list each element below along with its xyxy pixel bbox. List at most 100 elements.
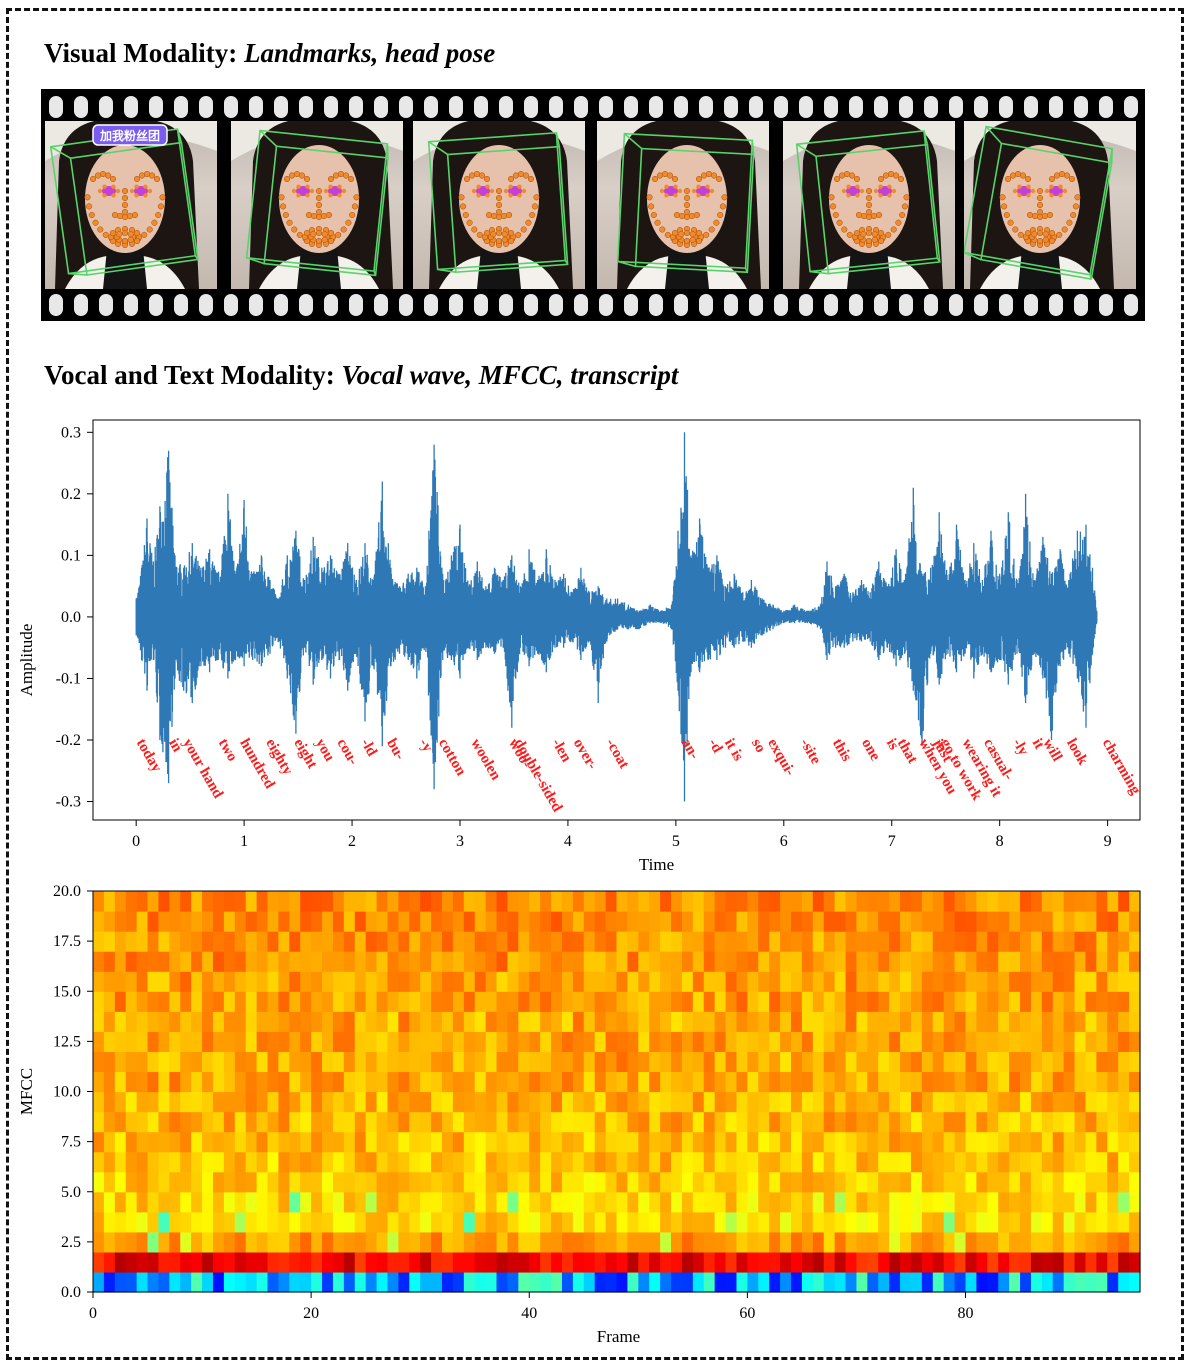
heatmap-cell bbox=[736, 1031, 748, 1052]
sprocket-hole bbox=[874, 294, 888, 316]
heatmap-cell bbox=[442, 971, 454, 992]
heatmap-cell bbox=[1107, 931, 1119, 952]
heatmap-cell bbox=[954, 1231, 967, 1253]
heatmap-cell bbox=[583, 1071, 596, 1093]
heatmap-cell bbox=[365, 1051, 378, 1073]
heatmap-cell bbox=[202, 1231, 214, 1253]
video-frame bbox=[413, 121, 585, 289]
heatmap-cell bbox=[398, 891, 410, 912]
heatmap-cell bbox=[311, 971, 323, 992]
heatmap-cell bbox=[354, 1011, 367, 1032]
x-tick-label: 80 bbox=[958, 1305, 974, 1322]
heatmap-cell bbox=[671, 951, 683, 972]
y-tick-label: -0.1 bbox=[56, 670, 81, 687]
heatmap-cell bbox=[245, 1031, 258, 1052]
heatmap-cell bbox=[507, 1211, 519, 1233]
landmark-point bbox=[462, 211, 469, 219]
heatmap-cell bbox=[692, 911, 705, 932]
heatmap-cell bbox=[605, 1231, 618, 1253]
heatmap-cell bbox=[540, 1051, 552, 1073]
heatmap-cell bbox=[1107, 1211, 1119, 1233]
heatmap-cell bbox=[583, 1111, 596, 1133]
heatmap-cell bbox=[1074, 951, 1087, 972]
transcript-word: this bbox=[829, 736, 855, 764]
landmark-point bbox=[719, 203, 726, 210]
heatmap-cell bbox=[474, 1071, 487, 1093]
heatmap-cell bbox=[703, 1151, 716, 1173]
heatmap-cell bbox=[856, 951, 868, 972]
heatmap-cell bbox=[485, 1211, 498, 1233]
heatmap-cell bbox=[409, 951, 421, 972]
heatmap-cell bbox=[1129, 1191, 1141, 1213]
heatmap-cell bbox=[834, 1151, 847, 1173]
heatmap-cell bbox=[801, 1191, 814, 1213]
heatmap-cell bbox=[485, 911, 498, 932]
heatmap-cell bbox=[1052, 1051, 1065, 1073]
heatmap-cell bbox=[409, 1091, 421, 1113]
heatmap-cell bbox=[431, 1191, 443, 1213]
heatmap-cell bbox=[158, 1031, 170, 1052]
heatmap-cell bbox=[463, 911, 476, 932]
heatmap-cell bbox=[965, 1211, 978, 1233]
heatmap-cell bbox=[998, 1271, 1010, 1293]
heatmap-cell bbox=[398, 1251, 410, 1273]
heatmap-cell bbox=[103, 1271, 116, 1293]
heatmap-cell bbox=[1041, 1271, 1054, 1293]
transcript-word: exqui- bbox=[764, 736, 798, 779]
heatmap-cell bbox=[365, 911, 378, 932]
heatmap-cell bbox=[147, 911, 160, 932]
heatmap-cell bbox=[202, 1131, 214, 1153]
heatmap-cell bbox=[431, 1251, 443, 1273]
x-tick-label: 60 bbox=[739, 1305, 755, 1322]
heatmap-cell bbox=[420, 1171, 432, 1193]
heatmap-cell bbox=[932, 891, 945, 912]
heatmap-cell bbox=[943, 931, 956, 952]
landmark-point bbox=[458, 194, 465, 201]
heatmap-cell bbox=[485, 1151, 498, 1173]
landmark-point bbox=[1026, 193, 1031, 198]
heatmap-cell bbox=[245, 1011, 258, 1032]
heatmap-cell bbox=[442, 891, 454, 912]
heatmap-cell bbox=[692, 1251, 705, 1273]
heatmap-cell bbox=[529, 931, 541, 952]
heatmap-cell bbox=[998, 911, 1010, 932]
heatmap-cell bbox=[987, 1191, 999, 1213]
sprocket-hole bbox=[1099, 294, 1113, 316]
pose-box-edge bbox=[194, 255, 199, 260]
landmark-point bbox=[337, 184, 342, 189]
heatmap-cell bbox=[245, 1191, 258, 1213]
heatmap-cell bbox=[660, 1151, 672, 1173]
landmark-point bbox=[1063, 172, 1071, 179]
heatmap-cell bbox=[354, 1211, 367, 1233]
pose-box-back bbox=[795, 129, 939, 273]
heatmap-cell bbox=[932, 1051, 945, 1073]
heatmap-cell bbox=[202, 1091, 214, 1113]
pose-box-edge bbox=[1089, 274, 1092, 280]
heatmap-cell bbox=[812, 1211, 825, 1233]
heatmap-cell bbox=[1009, 1271, 1021, 1293]
heatmap-cell bbox=[376, 1191, 389, 1213]
heatmap-cell bbox=[354, 911, 367, 932]
heatmap-cell bbox=[976, 931, 988, 952]
heatmap-cell bbox=[223, 971, 236, 992]
heatmap-cell bbox=[365, 971, 378, 992]
heatmap-cell bbox=[365, 1071, 378, 1093]
heatmap-cell bbox=[801, 1111, 814, 1133]
heatmap-cell bbox=[169, 1051, 181, 1073]
landmark-point bbox=[342, 172, 350, 179]
heatmap-cell bbox=[93, 1191, 105, 1213]
heatmap-cell bbox=[605, 891, 618, 912]
heatmap-cell bbox=[681, 911, 694, 932]
heatmap-cell bbox=[660, 1051, 672, 1073]
heatmap-cell bbox=[234, 1111, 247, 1133]
heatmap-cell bbox=[998, 1051, 1010, 1073]
landmark-point bbox=[116, 231, 123, 238]
heatmap-cell bbox=[212, 1191, 225, 1213]
heatmap-cell bbox=[223, 1011, 236, 1032]
heatmap-cell bbox=[921, 1171, 934, 1193]
heatmap-cell bbox=[605, 1111, 618, 1133]
heatmap-cell bbox=[616, 1131, 629, 1153]
heatmap-cell bbox=[474, 1251, 487, 1273]
heatmap-cell bbox=[583, 951, 596, 972]
landmark-point bbox=[1044, 188, 1050, 194]
